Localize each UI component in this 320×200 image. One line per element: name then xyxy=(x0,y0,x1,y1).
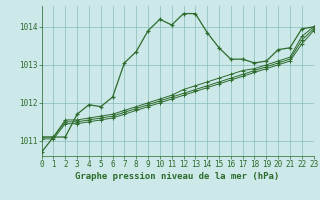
X-axis label: Graphe pression niveau de la mer (hPa): Graphe pression niveau de la mer (hPa) xyxy=(76,172,280,181)
